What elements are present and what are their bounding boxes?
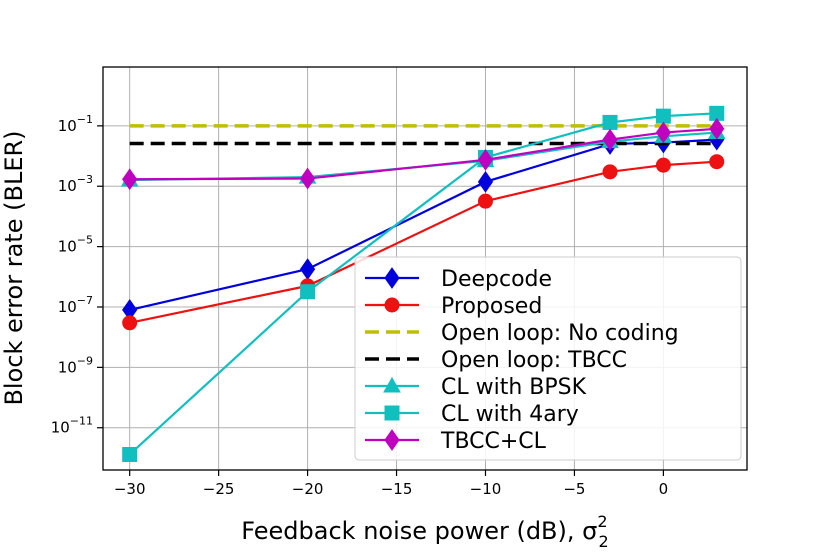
y-tick-label: 10−1: [58, 113, 93, 135]
x-tick-label: −25: [203, 480, 235, 498]
plot-frame: [102, 66, 748, 471]
x-tick-label: −15: [381, 480, 413, 498]
y-tick-label: 10−11: [51, 415, 93, 437]
data-point-proposed: [655, 157, 671, 173]
legend-label-open-loop-no-coding: Open loop: No coding: [441, 321, 679, 346]
x-tick-label: 0: [659, 480, 669, 498]
series-cl-with-4ary: [122, 105, 725, 462]
data-point-tbcc-cl: [122, 168, 138, 191]
x-tick-label: −20: [292, 480, 324, 498]
legend-label-cl-with-4ary: CL with 4ary: [441, 402, 579, 427]
series-line-cl-with-4ary: [128, 112, 717, 456]
series-line-deepcode: [129, 138, 717, 311]
legend-label-deepcode: Deepcode: [441, 267, 552, 292]
data-point-deepcode: [477, 170, 494, 193]
legend-box: [354, 256, 742, 461]
y-tick-label: 10−3: [58, 173, 93, 195]
x-axis-ticks: −30 −25 −20 −15 −10 −5 0: [114, 470, 668, 498]
x-tick-label: −5: [563, 480, 585, 498]
series-line-tbcc-cl: [129, 127, 717, 181]
y-axis-label: Block error rate (BLER): [0, 130, 28, 405]
series-group: [120, 105, 726, 462]
data-point-tbcc-cl: [602, 128, 618, 151]
series-line-proposed: [129, 160, 717, 324]
data-point-proposed: [602, 164, 618, 180]
data-point-tbcc-cl: [477, 148, 494, 171]
y-tick-label: 10−7: [58, 294, 93, 316]
data-point-proposed: [709, 154, 725, 170]
legend-marker-cl-with-bpsk: [383, 376, 401, 393]
legend-entry-proposed: Proposed: [365, 294, 542, 319]
legend-marker-cl-with-4ary: [384, 405, 400, 421]
data-point-cl-with-4ary: [300, 284, 316, 300]
data-point-tbcc-cl: [709, 117, 725, 140]
legend-label-tbcc-cl: TBCC+CL: [440, 429, 547, 454]
legend-entry-deepcode: Deepcode: [365, 267, 552, 292]
data-point-tbcc-cl: [299, 167, 316, 190]
legend-marker-tbcc-cl: [384, 429, 400, 451]
legend-marker-deepcode: [384, 267, 400, 289]
legend-entry-cl-with-bpsk: CL with BPSK: [365, 375, 587, 400]
data-point-cl-with-4ary: [122, 446, 138, 462]
x-axis-label-superscript: 2: [597, 512, 607, 531]
legend-entry-open-loop-tbcc: Open loop: TBCC: [365, 348, 627, 373]
data-point-cl-with-4ary: [655, 108, 671, 124]
x-axis-label-subscript: 2: [599, 532, 609, 551]
x-axis-label: Feedback noise power (dB), σ2 2: [241, 512, 608, 551]
legend-label-open-loop-tbcc: Open loop: TBCC: [441, 348, 627, 373]
data-point-proposed: [477, 193, 493, 209]
legend-label-cl-with-bpsk: CL with BPSK: [441, 375, 587, 400]
legend-entry-open-loop-no-coding: Open loop: No coding: [365, 321, 679, 346]
legend-label-proposed: Proposed: [441, 294, 542, 319]
x-tick-label: −10: [470, 480, 502, 498]
legend-entry-tbcc-cl: TBCC+CL: [365, 429, 547, 454]
y-axis-ticks: 10−1 10−3 10−5 10−7 10−9 10−11: [51, 113, 103, 437]
legend-marker-proposed: [384, 297, 400, 313]
data-point-proposed: [122, 315, 138, 331]
x-tick-label: −30: [114, 480, 146, 498]
data-point-cl-with-4ary: [602, 114, 618, 130]
series-tbcc-cl: [122, 117, 725, 191]
legend-entry-cl-with-4ary: CL with 4ary: [365, 402, 579, 427]
y-tick-label: 10−5: [58, 234, 93, 256]
series-proposed: [122, 154, 725, 331]
y-tick-label: 10−9: [58, 354, 93, 376]
data-point-tbcc-cl: [655, 121, 671, 144]
